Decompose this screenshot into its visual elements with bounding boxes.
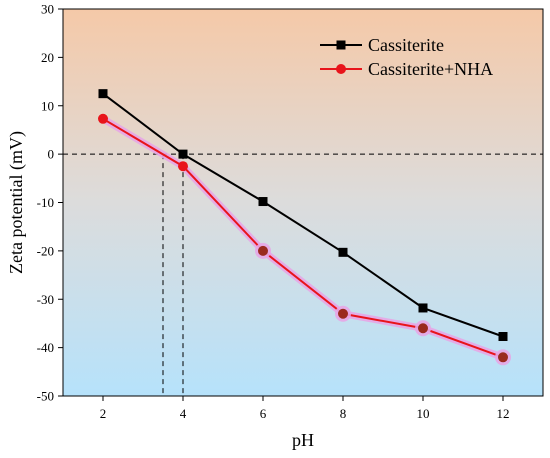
series-layer (98, 89, 511, 366)
data-point-cassiterite (98, 89, 108, 99)
x-tick-label: 12 (497, 406, 510, 421)
data-point-cassiterite (418, 303, 428, 313)
legend-label-cassiterite: Cassiterite (368, 35, 444, 55)
x-axis-title: pH (292, 430, 314, 450)
data-point-cassiterite (178, 149, 188, 159)
data-point-cassiterite-nha (258, 245, 268, 256)
x-tick-label: 2 (100, 406, 107, 421)
y-tick-label: -10 (37, 195, 54, 210)
legend-label-cassiterite-nha: Cassiterite+NHA (368, 59, 493, 79)
legend-item-cassiterite: Cassiterite (320, 35, 444, 55)
legend-marker-cassiterite-nha (336, 64, 346, 74)
data-point-cassiterite (498, 331, 508, 341)
y-tick-label: -50 (37, 389, 54, 404)
y-tick-label: 20 (41, 50, 54, 65)
data-point-cassiterite (338, 247, 348, 257)
x-tick-label: 10 (417, 406, 430, 421)
data-point-cassiterite-nha (418, 323, 428, 334)
y-tick-label: 10 (41, 98, 54, 113)
legend-item-cassiterite-nha: Cassiterite+NHA (320, 59, 493, 79)
reference-lines (63, 153, 543, 396)
y-axis-title: Zeta potential (mV) (6, 131, 27, 274)
y-tick-label: -20 (37, 243, 54, 258)
y-tick-label: -30 (37, 292, 54, 307)
data-point-cassiterite-nha (338, 308, 348, 319)
data-point-cassiterite-nha (498, 352, 508, 363)
x-tick-label: 4 (180, 406, 187, 421)
legend: Cassiterite Cassiterite+NHA (320, 35, 493, 79)
x-tick-label: 6 (260, 406, 267, 421)
y-tick-label: 0 (48, 147, 55, 162)
data-point-cassiterite-nha (178, 161, 188, 172)
y-tick-label: -40 (37, 340, 54, 355)
axes: 2 4 6 8 10 12 -50 -40 -30 -20 -10 0 10 20 30 (37, 2, 510, 422)
plot-background (63, 9, 543, 396)
data-point-cassiterite-nha (98, 113, 108, 124)
series-line-cassiterite (102, 92, 504, 338)
y-tick-label: 30 (41, 2, 54, 17)
x-tick-label: 8 (340, 406, 347, 421)
legend-marker-cassiterite (336, 40, 346, 50)
series-line-cassiterite-nha (102, 117, 504, 359)
data-point-cassiterite (258, 197, 268, 207)
